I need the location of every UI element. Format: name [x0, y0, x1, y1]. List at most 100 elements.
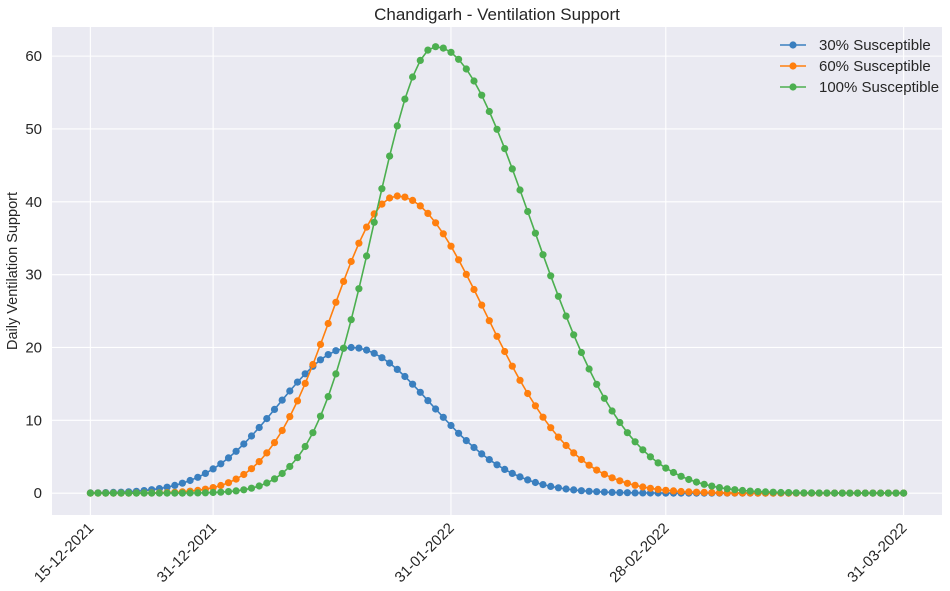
data-point [386, 194, 394, 202]
data-point [662, 486, 670, 494]
data-point [585, 461, 593, 469]
data-point [669, 468, 678, 477]
data-point [792, 489, 800, 497]
data-point [247, 484, 256, 492]
data-point [293, 397, 302, 405]
legend: 30% Susceptible 60% Susceptible 100% Susce… [780, 37, 939, 96]
data-point [570, 449, 578, 457]
data-point [439, 413, 447, 421]
data-point [293, 454, 302, 462]
data-point [831, 489, 839, 497]
data-point [102, 489, 110, 497]
data-point [608, 488, 616, 496]
data-point [600, 488, 609, 496]
data-point [355, 344, 363, 352]
data-point [378, 354, 386, 362]
data-point [754, 488, 762, 496]
data-point [516, 473, 524, 481]
data-point [347, 257, 355, 266]
data-point [654, 459, 662, 467]
data-point [447, 48, 455, 56]
data-point [416, 202, 424, 210]
y-axis-label: Daily Ventilation Support [5, 192, 21, 350]
data-point [117, 489, 125, 497]
y-tick-label: 40 [25, 194, 42, 211]
data-point [508, 362, 516, 370]
data-point [562, 441, 570, 450]
data-point [677, 487, 685, 496]
data-point [401, 372, 409, 381]
data-point [639, 446, 647, 454]
data-point [501, 347, 509, 356]
data-point [332, 370, 340, 378]
data-point [485, 317, 493, 325]
data-point [508, 165, 516, 173]
data-point [470, 443, 478, 452]
data-point [316, 412, 325, 420]
data-point [363, 346, 371, 354]
data-point [493, 332, 501, 340]
data-point [340, 344, 348, 352]
y-tick-label: 0 [34, 485, 42, 502]
data-point [708, 489, 716, 497]
data-point [524, 207, 532, 216]
data-point [286, 387, 294, 395]
y-tick-label: 20 [25, 339, 42, 356]
data-point [293, 378, 302, 386]
data-point [109, 489, 117, 497]
data-point [393, 365, 401, 373]
data-point [616, 489, 624, 497]
data-point [186, 489, 194, 497]
data-point [424, 209, 432, 217]
legend-item: 100% Susceptible [780, 79, 939, 96]
data-point [554, 433, 563, 441]
x-tick-label: 31-03-2022 [844, 520, 910, 586]
data-point [232, 487, 240, 495]
data-point [409, 196, 417, 204]
data-point [447, 242, 455, 250]
data-point [247, 465, 256, 473]
data-point [324, 393, 332, 401]
data-point [278, 396, 286, 404]
data-point [593, 488, 601, 496]
data-point [677, 472, 685, 480]
data-point [700, 480, 708, 488]
data-point [393, 192, 401, 200]
data-point [455, 55, 463, 63]
data-point [432, 219, 440, 227]
y-axis-ticks: 0 10 20 30 40 50 60 [25, 48, 42, 502]
data-point [270, 405, 279, 413]
data-point [255, 423, 263, 432]
data-point [600, 470, 609, 478]
data-point [178, 489, 186, 497]
data-point [217, 481, 225, 490]
data-point [800, 489, 808, 497]
data-point [501, 465, 509, 473]
data-point [240, 440, 248, 448]
data-point [140, 489, 148, 497]
data-point [761, 488, 770, 496]
data-point [900, 489, 908, 497]
data-point [861, 489, 869, 497]
data-point [600, 394, 609, 402]
data-point [447, 421, 455, 430]
data-point [270, 475, 279, 483]
data-point [324, 319, 332, 328]
data-point [424, 46, 432, 54]
series-3 [86, 43, 908, 497]
data-point [777, 488, 785, 497]
data-point [416, 388, 424, 396]
data-point [654, 485, 662, 493]
data-point [685, 475, 693, 484]
data-point [401, 95, 409, 103]
data-point [547, 272, 555, 280]
data-point [539, 251, 547, 259]
data-point [884, 489, 892, 497]
data-point [455, 429, 463, 437]
data-point [286, 413, 294, 421]
data-point [232, 447, 240, 455]
data-point [347, 343, 355, 352]
data-point [363, 223, 371, 231]
data-point [462, 65, 470, 73]
data-point [785, 489, 793, 497]
